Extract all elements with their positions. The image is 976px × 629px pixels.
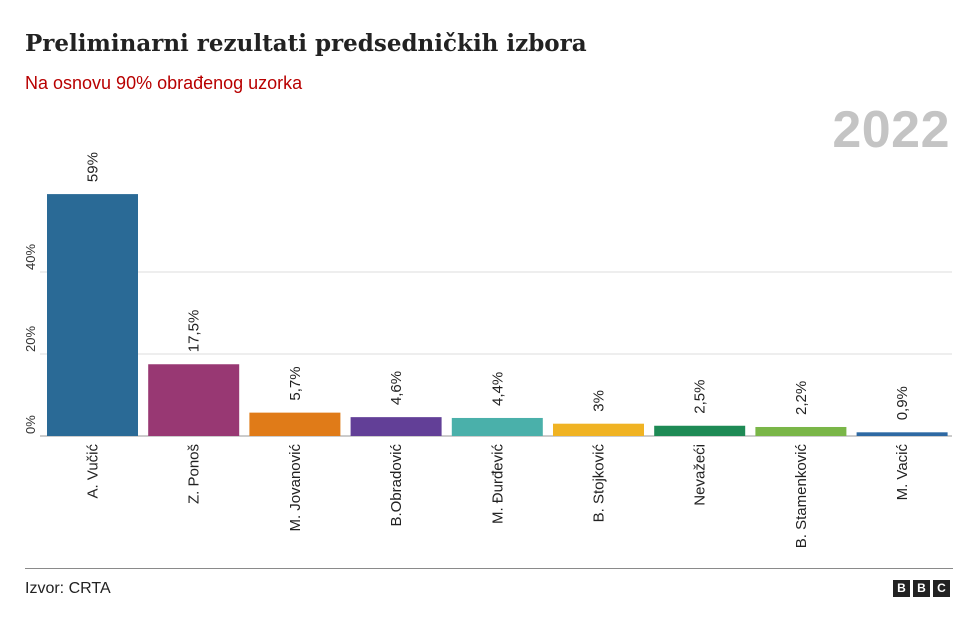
bbc-logo-letter: B	[893, 580, 910, 597]
y-tick-label: 0%	[23, 415, 38, 434]
x-tick-label: M. Jovanović	[287, 444, 304, 532]
bar	[553, 423, 644, 436]
value-label: 59%	[85, 152, 102, 182]
x-tick-label: M. Vacić	[894, 444, 911, 501]
bbc-logo: B B C	[893, 580, 950, 597]
x-tick-label: B. Stojković	[591, 444, 608, 523]
bar	[148, 364, 240, 436]
chart-subtitle: Na osnovu 90% obrađenog uzorka	[25, 73, 303, 93]
bar	[47, 194, 138, 436]
bar	[654, 425, 746, 436]
y-axis-ticks: 0% 20% 40%	[23, 244, 38, 434]
bar	[451, 417, 543, 436]
x-tick-label: Nevažeći	[692, 444, 709, 506]
source-label: Izvor: CRTA	[25, 580, 111, 597]
x-tick-label: Z. Ponoš	[186, 444, 203, 504]
bar	[249, 412, 341, 436]
x-tick-label: B. Stamenković	[793, 444, 810, 549]
value-label: 4,4%	[489, 372, 506, 406]
bbc-logo-letter: B	[913, 580, 930, 597]
value-label: 17,5%	[186, 310, 203, 353]
y-tick-label: 20%	[23, 326, 38, 352]
bar	[350, 417, 442, 436]
value-label: 2,5%	[692, 380, 709, 414]
footer-divider	[25, 568, 953, 569]
chart-title: Preliminarni rezultati predsedničkih izb…	[25, 30, 587, 57]
year-label: 2022	[832, 101, 950, 159]
x-tick-label: A. Vučić	[85, 444, 102, 499]
value-labels: 59% 17,5% 5,7% 4,6% 4,4% 3% 2,5% 2,2% 0,9%	[85, 152, 912, 420]
x-tick-label: B.Obradović	[388, 444, 405, 527]
value-label: 2,2%	[793, 381, 810, 415]
x-axis-ticks: A. Vučić Z. Ponoš M. Jovanović B.Obradović M…	[85, 444, 912, 549]
value-label: 3%	[591, 390, 608, 412]
value-label: 0,9%	[894, 386, 911, 420]
bar	[856, 432, 948, 436]
x-tick-label: M. Đurđević	[489, 444, 506, 525]
bbc-logo-letter: C	[933, 580, 950, 597]
bars	[47, 194, 948, 436]
y-tick-label: 40%	[23, 244, 38, 270]
value-label: 5,7%	[287, 366, 304, 400]
value-label: 4,6%	[388, 371, 405, 405]
bar	[755, 426, 847, 436]
